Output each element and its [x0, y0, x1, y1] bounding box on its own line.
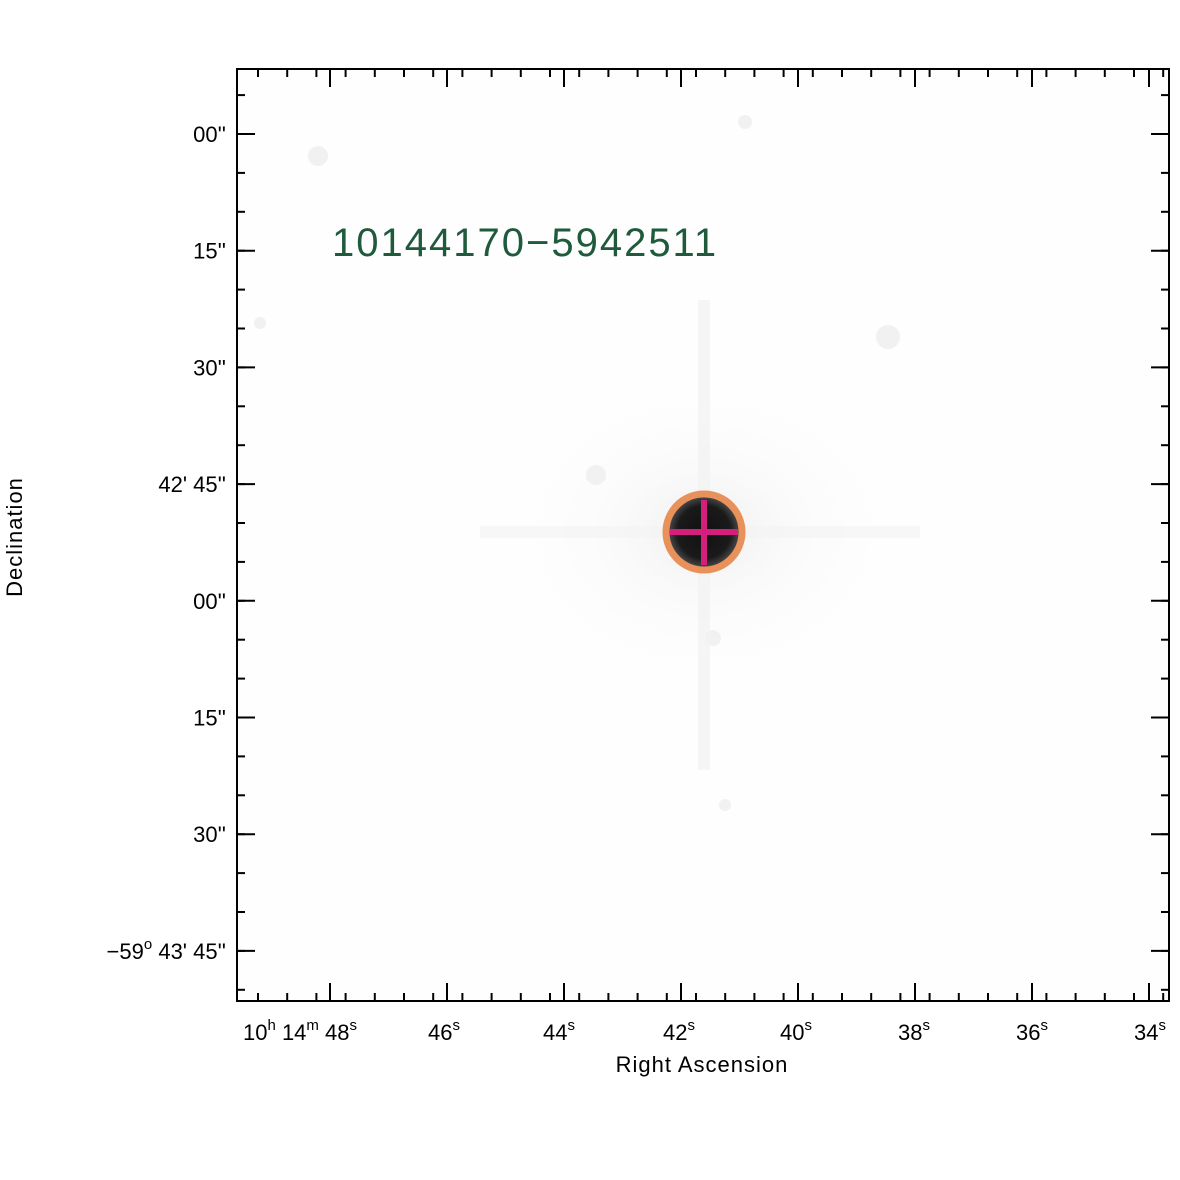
y-tick-label: 15'': [193, 706, 226, 731]
x-tick-label: 46s: [428, 1017, 460, 1045]
y-tick-label: 30'': [193, 355, 226, 380]
y-tick-labels: 00'' 15'' 30'' 42' 45'' 00'' 15'' 30'' −59o 43'…: [107, 122, 226, 964]
target-cross: [670, 500, 738, 565]
x-axis-label: Right Ascension: [616, 1052, 789, 1077]
y-tick-label: 42' 45'': [158, 472, 226, 497]
x-tick-label: 38s: [898, 1017, 930, 1045]
x-tick-labels: 10h 14m 48s 46s 44s 42s 40s 38s 36s 34s: [243, 1017, 1166, 1045]
x-tick-label: 34s: [1134, 1017, 1166, 1045]
y-axis-label: Declination: [2, 477, 27, 597]
x-tick-label: 42s: [663, 1017, 695, 1045]
y-tick-label: 00'': [193, 122, 226, 147]
plot-frame: [236, 68, 1170, 1002]
axis-ticks: [237, 69, 1169, 1001]
y-tick-label: 15'': [193, 239, 226, 264]
y-tick-label: −59o 43' 45'': [107, 936, 226, 964]
y-tick-label: 00'': [193, 589, 226, 614]
x-tick-label: 36s: [1016, 1017, 1048, 1045]
target-circle: [662, 490, 746, 574]
target-name: 10144170−5942511: [332, 221, 718, 265]
x-tick-label: 40s: [780, 1017, 812, 1045]
y-tick-label: 30'': [193, 822, 226, 847]
x-tick-label: 10h 14m 48s: [243, 1017, 357, 1045]
x-tick-label: 44s: [543, 1017, 575, 1045]
